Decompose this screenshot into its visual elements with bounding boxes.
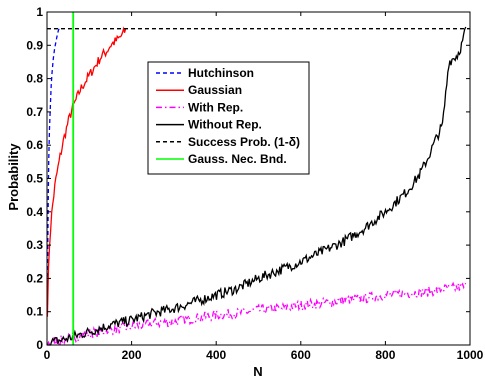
y-tick-label-8: 0.8 [26, 72, 43, 86]
x-tick-label-1: 200 [122, 348, 142, 362]
y-tick-label-0: 0 [36, 338, 43, 352]
series-line-3 [47, 26, 467, 346]
x-tick-label-4: 800 [375, 348, 395, 362]
y-axis-label: Probability [6, 143, 21, 211]
legend-label-4: Success Prob. (1-δ) [188, 135, 300, 149]
y-tick-label-5: 0.5 [26, 172, 43, 186]
y-tick-label-2: 0.2 [26, 271, 43, 285]
x-tick-label-5: 1000 [457, 348, 484, 362]
x-axis-label: N [253, 364, 262, 379]
x-tick-label-0: 0 [44, 348, 51, 362]
legend-label-3: Without Rep. [188, 118, 262, 132]
legend-box [147, 61, 310, 175]
y-tick-label-1: 0.1 [26, 305, 43, 319]
y-tick-label-6: 0.6 [26, 138, 43, 152]
series-line-1 [46, 26, 127, 317]
y-tick-label-4: 0.4 [26, 205, 43, 219]
y-tick-label-7: 0.7 [26, 105, 43, 119]
legend-label-5: Gauss. Nec. Bnd. [188, 152, 287, 166]
legend-label-2: With Rep. [188, 100, 243, 114]
series-layer [46, 12, 470, 346]
x-tick-label-3: 600 [291, 348, 311, 362]
y-tick-label-10: 1 [36, 5, 43, 19]
legend-label-1: Gaussian [188, 83, 242, 97]
series-line-2 [46, 281, 467, 346]
axes-layer: 0 200 400 600 800 1000 0 0.1 0.2 0.3 0.4 0.5 0.6 0.7 0… [26, 5, 483, 362]
series-line-0 [46, 26, 61, 306]
legend-label-0: Hutchinson [188, 66, 254, 80]
y-tick-label-3: 0.3 [26, 238, 43, 252]
y-tick-label-9: 0.9 [26, 38, 43, 52]
legend: Hutchinson Gaussian With Rep. Without Rep. S… [147, 61, 310, 175]
x-tick-label-2: 400 [206, 348, 226, 362]
